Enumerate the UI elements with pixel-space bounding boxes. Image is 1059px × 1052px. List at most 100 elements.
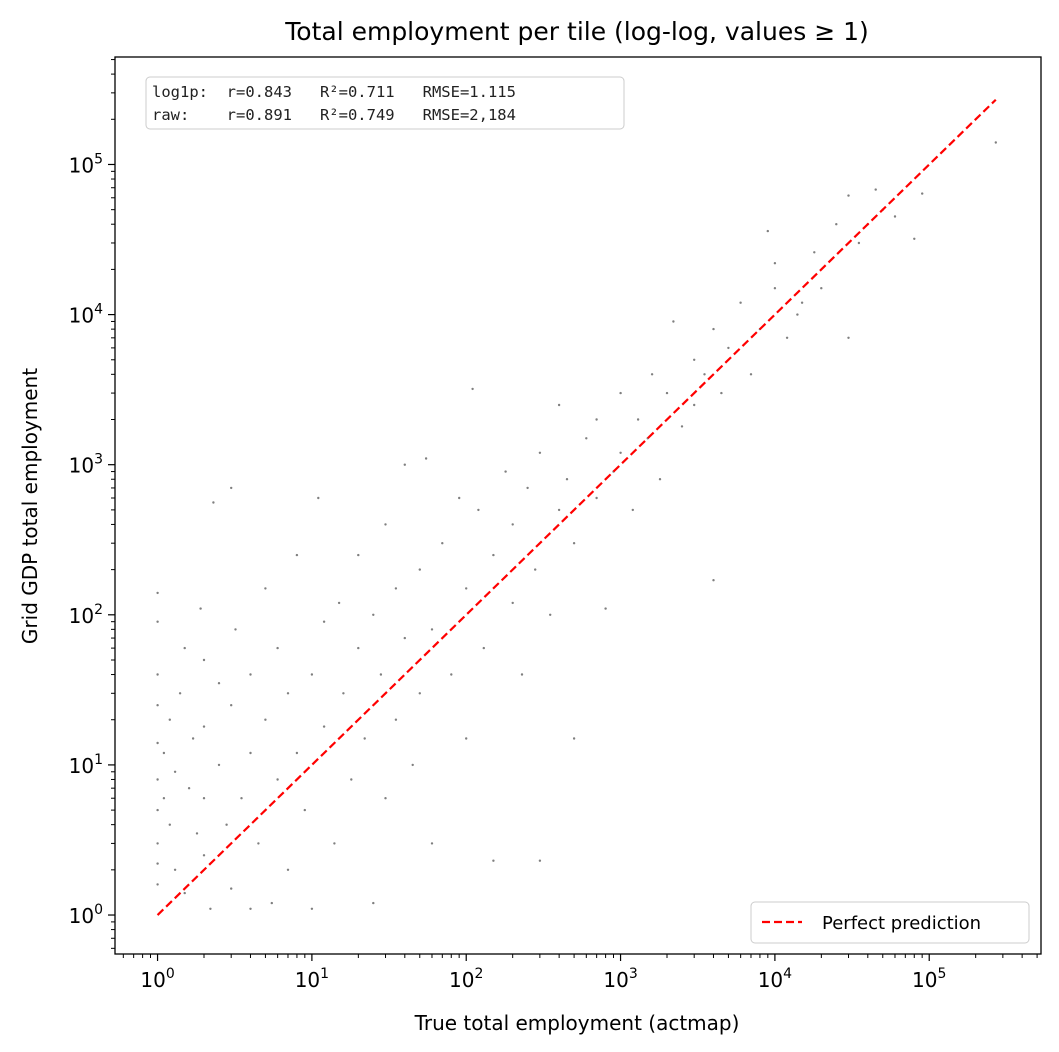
scatter-point: [492, 859, 495, 862]
scatter-point: [430, 842, 434, 845]
scatter-point: [168, 718, 171, 721]
scatter-point: [317, 496, 320, 500]
scatter-point: [796, 313, 799, 316]
scatter-point: [418, 692, 421, 695]
scatter-point: [403, 463, 406, 466]
scatter-point: [156, 862, 159, 865]
stats-line-log1p: log1p: r=0.843 R²=0.711 RMSE=1.115: [152, 83, 516, 101]
scatter-point: [595, 418, 598, 421]
scatter-point: [183, 891, 186, 895]
x-tick-label: 103: [603, 966, 637, 992]
scatter-point: [156, 673, 159, 676]
scatter-point: [538, 451, 542, 454]
scatter-point: [217, 682, 221, 685]
scatter-point: [813, 251, 816, 254]
y-tick-label: 101: [69, 752, 103, 778]
scatter-point: [357, 553, 360, 557]
scatter-point: [800, 301, 804, 304]
legend: Perfect prediction: [750, 901, 1030, 944]
scatter-point: [835, 223, 838, 226]
x-tick-label: 100: [140, 966, 174, 992]
scatter-point: [156, 741, 159, 745]
scatter-point: [693, 403, 696, 407]
scatter-point: [534, 568, 537, 571]
scatter-point: [286, 692, 290, 695]
scatter-point: [202, 854, 206, 857]
scatter-point: [384, 797, 387, 800]
scatter-point: [394, 587, 398, 590]
scatter-point: [156, 842, 159, 845]
scatter-point: [379, 673, 383, 676]
scatter-point: [773, 287, 777, 290]
scatter-point: [337, 601, 341, 605]
scatter-point: [538, 859, 542, 862]
scatter-point: [394, 718, 398, 721]
scatter-point: [372, 613, 375, 616]
scatter-point: [712, 327, 715, 331]
scatter-point: [249, 751, 252, 755]
scatter-point: [322, 620, 326, 623]
scatter-point: [921, 192, 924, 195]
scatter-point: [465, 587, 468, 590]
scatter-point: [257, 842, 260, 845]
scatter-point: [604, 607, 607, 610]
scatter-point: [202, 658, 206, 662]
scatter-point: [749, 373, 753, 376]
scatter-point: [333, 842, 336, 845]
scatter-point: [482, 646, 485, 650]
scatter-point: [680, 425, 684, 428]
scatter-point: [636, 418, 640, 421]
scatter-point: [156, 620, 159, 623]
scatter-point: [156, 883, 159, 886]
perfect-prediction-line: [156, 98, 997, 916]
scatter-point: [249, 907, 252, 910]
scatter-point: [156, 808, 159, 812]
scatter-point: [471, 387, 474, 391]
scatter-point: [913, 237, 916, 240]
scatter-point: [511, 601, 514, 605]
x-axis-label: True total employment (actmap): [414, 1011, 740, 1035]
scatter-point: [785, 336, 789, 339]
scatter-point: [430, 628, 434, 631]
scatter-point: [295, 553, 299, 557]
scatter-point: [504, 470, 507, 473]
scatter-point: [595, 496, 598, 500]
scatter-point: [156, 778, 159, 781]
scatter-point: [202, 797, 206, 800]
scatter-point: [286, 868, 290, 871]
scatter-point: [156, 591, 159, 595]
scatter-point: [357, 646, 360, 650]
scatter-point: [766, 229, 769, 233]
scatter-point: [168, 823, 171, 826]
scatter-point: [240, 797, 243, 800]
scatter-point: [173, 770, 177, 773]
scatter-point: [465, 737, 468, 740]
x-tick-label: 102: [449, 966, 483, 992]
scatter-point: [372, 901, 375, 905]
x-tick-label: 101: [295, 966, 329, 992]
scatter-point: [225, 823, 228, 826]
scatter-point: [199, 607, 202, 610]
y-axis-ticks: 100 101 102 103 104 105: [69, 59, 115, 949]
scatter-point: [619, 451, 622, 454]
scatter-point: [230, 887, 233, 890]
y-axis-label: Grid GDP total employment: [18, 368, 42, 644]
scatter-point: [217, 763, 221, 767]
scatter-point: [310, 673, 314, 676]
scatter-point: [322, 725, 326, 728]
scatter-point: [202, 725, 206, 728]
scatter-point: [631, 508, 634, 512]
scatter-point: [693, 358, 696, 361]
scatter-point: [276, 646, 279, 650]
scatter-point: [249, 673, 252, 676]
scatter-point: [520, 673, 524, 676]
scatter-point: [191, 737, 195, 740]
scatter-point: [303, 808, 306, 812]
scatter-point: [557, 403, 561, 407]
x-tick-label: 105: [912, 966, 946, 992]
scatter-point: [874, 188, 877, 191]
stats-box: log1p: r=0.843 R²=0.711 RMSE=1.115 raw: …: [145, 76, 625, 130]
y-tick-label: 102: [69, 602, 103, 628]
scatter-point: [276, 778, 279, 781]
scatter-point: [441, 542, 444, 545]
